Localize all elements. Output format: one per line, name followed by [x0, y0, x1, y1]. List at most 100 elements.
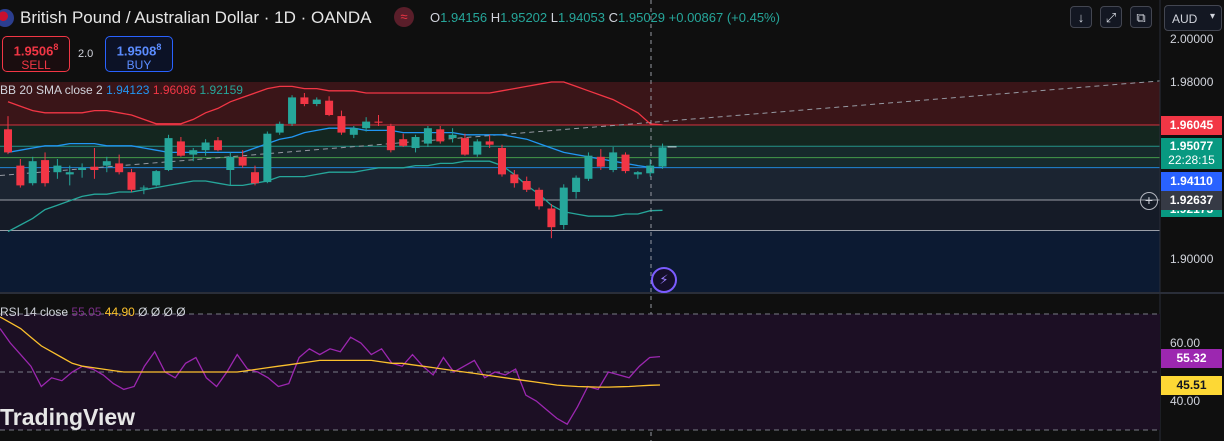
candle-body-10 [127, 172, 136, 190]
candle-body-33 [411, 137, 420, 148]
candle-body-12 [152, 171, 161, 186]
rsi-tick-40: 40.00 [1170, 394, 1201, 408]
price-tick-1.90: 1.90000 [1170, 252, 1214, 266]
rsi-legend[interactable]: RSI 14 close 55.05 44.90 Ø Ø Ø Ø [0, 305, 186, 319]
candle-body-41 [510, 174, 519, 184]
candle-body-30 [374, 121, 383, 123]
candle-body-8 [102, 161, 111, 166]
currency-dropdown[interactable]: AUD ▾ [1164, 5, 1222, 31]
indicator-template-icon[interactable]: ≈ [394, 7, 414, 27]
candle-body-49 [609, 152, 618, 170]
rsi-extra-4: Ø [176, 305, 186, 319]
tradingview-logo: TradingView [0, 404, 136, 430]
candle-body-14 [176, 141, 185, 156]
candle-body-1 [16, 165, 25, 186]
candle-body-20 [251, 172, 259, 184]
bb-legend[interactable]: BB 20 SMA close 2 1.94123 1.96086 1.9215… [0, 83, 243, 97]
candle-body-21 [263, 133, 272, 183]
bb-lower-value: 1.92159 [199, 83, 243, 97]
sell-price: 1.9506 [13, 43, 54, 59]
close-label: C [608, 10, 619, 25]
low-label: L [550, 10, 558, 25]
candle-body-31 [386, 126, 395, 151]
snapshot-icon[interactable]: ⧉ [1130, 6, 1152, 28]
candle-body-5 [65, 172, 74, 175]
candle-body-27 [337, 116, 346, 133]
candle-body-18 [226, 156, 235, 170]
candle-body-44 [547, 208, 556, 228]
candle-body-16 [201, 142, 210, 151]
rsi-ma-value-tag: 45.51 [1161, 376, 1222, 395]
candle-body-39 [485, 141, 494, 145]
candle-body-28 [349, 128, 358, 135]
high-value: 1.95202 [500, 10, 548, 25]
change-value: +0.00867 (+0.45%) [668, 10, 780, 25]
bb-mid-zone [0, 125, 1160, 147]
rsi-extra-2: Ø [150, 305, 161, 319]
candle-body-23 [288, 97, 297, 124]
last-price-value: 1.95077 [1169, 139, 1214, 153]
bb-upper-zone [0, 82, 1160, 126]
sell-label: SELL [21, 58, 51, 73]
candle-body-35 [436, 129, 445, 142]
candle-body-34 [423, 128, 432, 144]
ohlc-legend: O1.94156 H1.95202 L1.94053 C1.95029 +0.0… [430, 10, 780, 25]
bb-upper-price-tag: 1.96045 [1161, 116, 1222, 135]
price-tick-1.98: 1.98000 [1170, 75, 1214, 89]
candle-body-25 [312, 99, 321, 104]
chart-title: British Pound / Australian Dollar · 1D ·… [20, 8, 372, 27]
candle-body-15 [189, 150, 198, 155]
download-icon[interactable]: ↓ [1070, 6, 1092, 28]
sell-price-pip: 8 [53, 42, 59, 52]
candle-body-48 [596, 156, 605, 167]
candle-body-6 [78, 167, 87, 170]
add-price-alert-icon[interactable]: + [1140, 192, 1158, 210]
rsi-ma-value: 44.90 [104, 305, 135, 319]
currency-label: AUD [1172, 12, 1198, 26]
lightning-icon[interactable]: ⚡ [651, 267, 677, 293]
basis-zone [0, 146, 1160, 168]
candle-body-7 [90, 166, 99, 170]
rsi-value-tag: 55.32 [1161, 349, 1222, 368]
open-value: 1.94156 [440, 10, 488, 25]
bb-basis-value: 1.94123 [106, 83, 150, 97]
candle-body-13 [164, 138, 173, 170]
candle-body-38 [473, 141, 482, 155]
rsi-tick-60: 60.00 [1170, 336, 1201, 350]
fullscreen-icon[interactable]: ⤢ [1100, 6, 1122, 28]
spread-value: 2.0 [78, 48, 94, 60]
candle-body-3 [41, 160, 50, 184]
bb-upper-value: 1.96086 [152, 83, 197, 97]
rsi-value: 55.05 [71, 305, 102, 319]
low-value: 1.94053 [558, 10, 605, 25]
rsi-ma-line [0, 316, 661, 388]
bar-countdown: 22:28:15 [1168, 153, 1215, 167]
bb-label: BB 20 SMA close 2 [0, 83, 103, 97]
candle-body-2 [28, 161, 37, 184]
candle-body-42 [522, 181, 531, 190]
candle-body-45 [559, 187, 568, 225]
candle-body-47 [584, 155, 593, 179]
candle-body-32 [399, 139, 408, 146]
cursor-price-tag: 1.92637 [1161, 191, 1222, 210]
sell-button[interactable]: 1.95068 SELL [2, 36, 70, 72]
open-label: O [430, 10, 441, 25]
candle-body-53 [658, 147, 667, 167]
bb-lower-line [7, 160, 663, 233]
candle-body-37 [460, 138, 469, 155]
buy-button[interactable]: 1.95088 BUY [105, 36, 173, 72]
high-label: H [490, 10, 501, 25]
candle-body-4 [53, 165, 62, 173]
candle-body-51 [633, 172, 642, 175]
rsi-label: RSI 14 close [0, 305, 69, 319]
rsi-extra-1: Ø [138, 305, 148, 319]
bb-upper-line [7, 81, 663, 126]
deep-zone [0, 230, 1160, 293]
rsi-extra-3: Ø [163, 305, 173, 319]
candle-body-9 [115, 163, 124, 173]
candle-body-11 [139, 187, 148, 189]
close-value: 1.95029 [618, 10, 666, 25]
candle-body-52 [646, 165, 655, 174]
buy-price-pip: 8 [156, 42, 162, 52]
